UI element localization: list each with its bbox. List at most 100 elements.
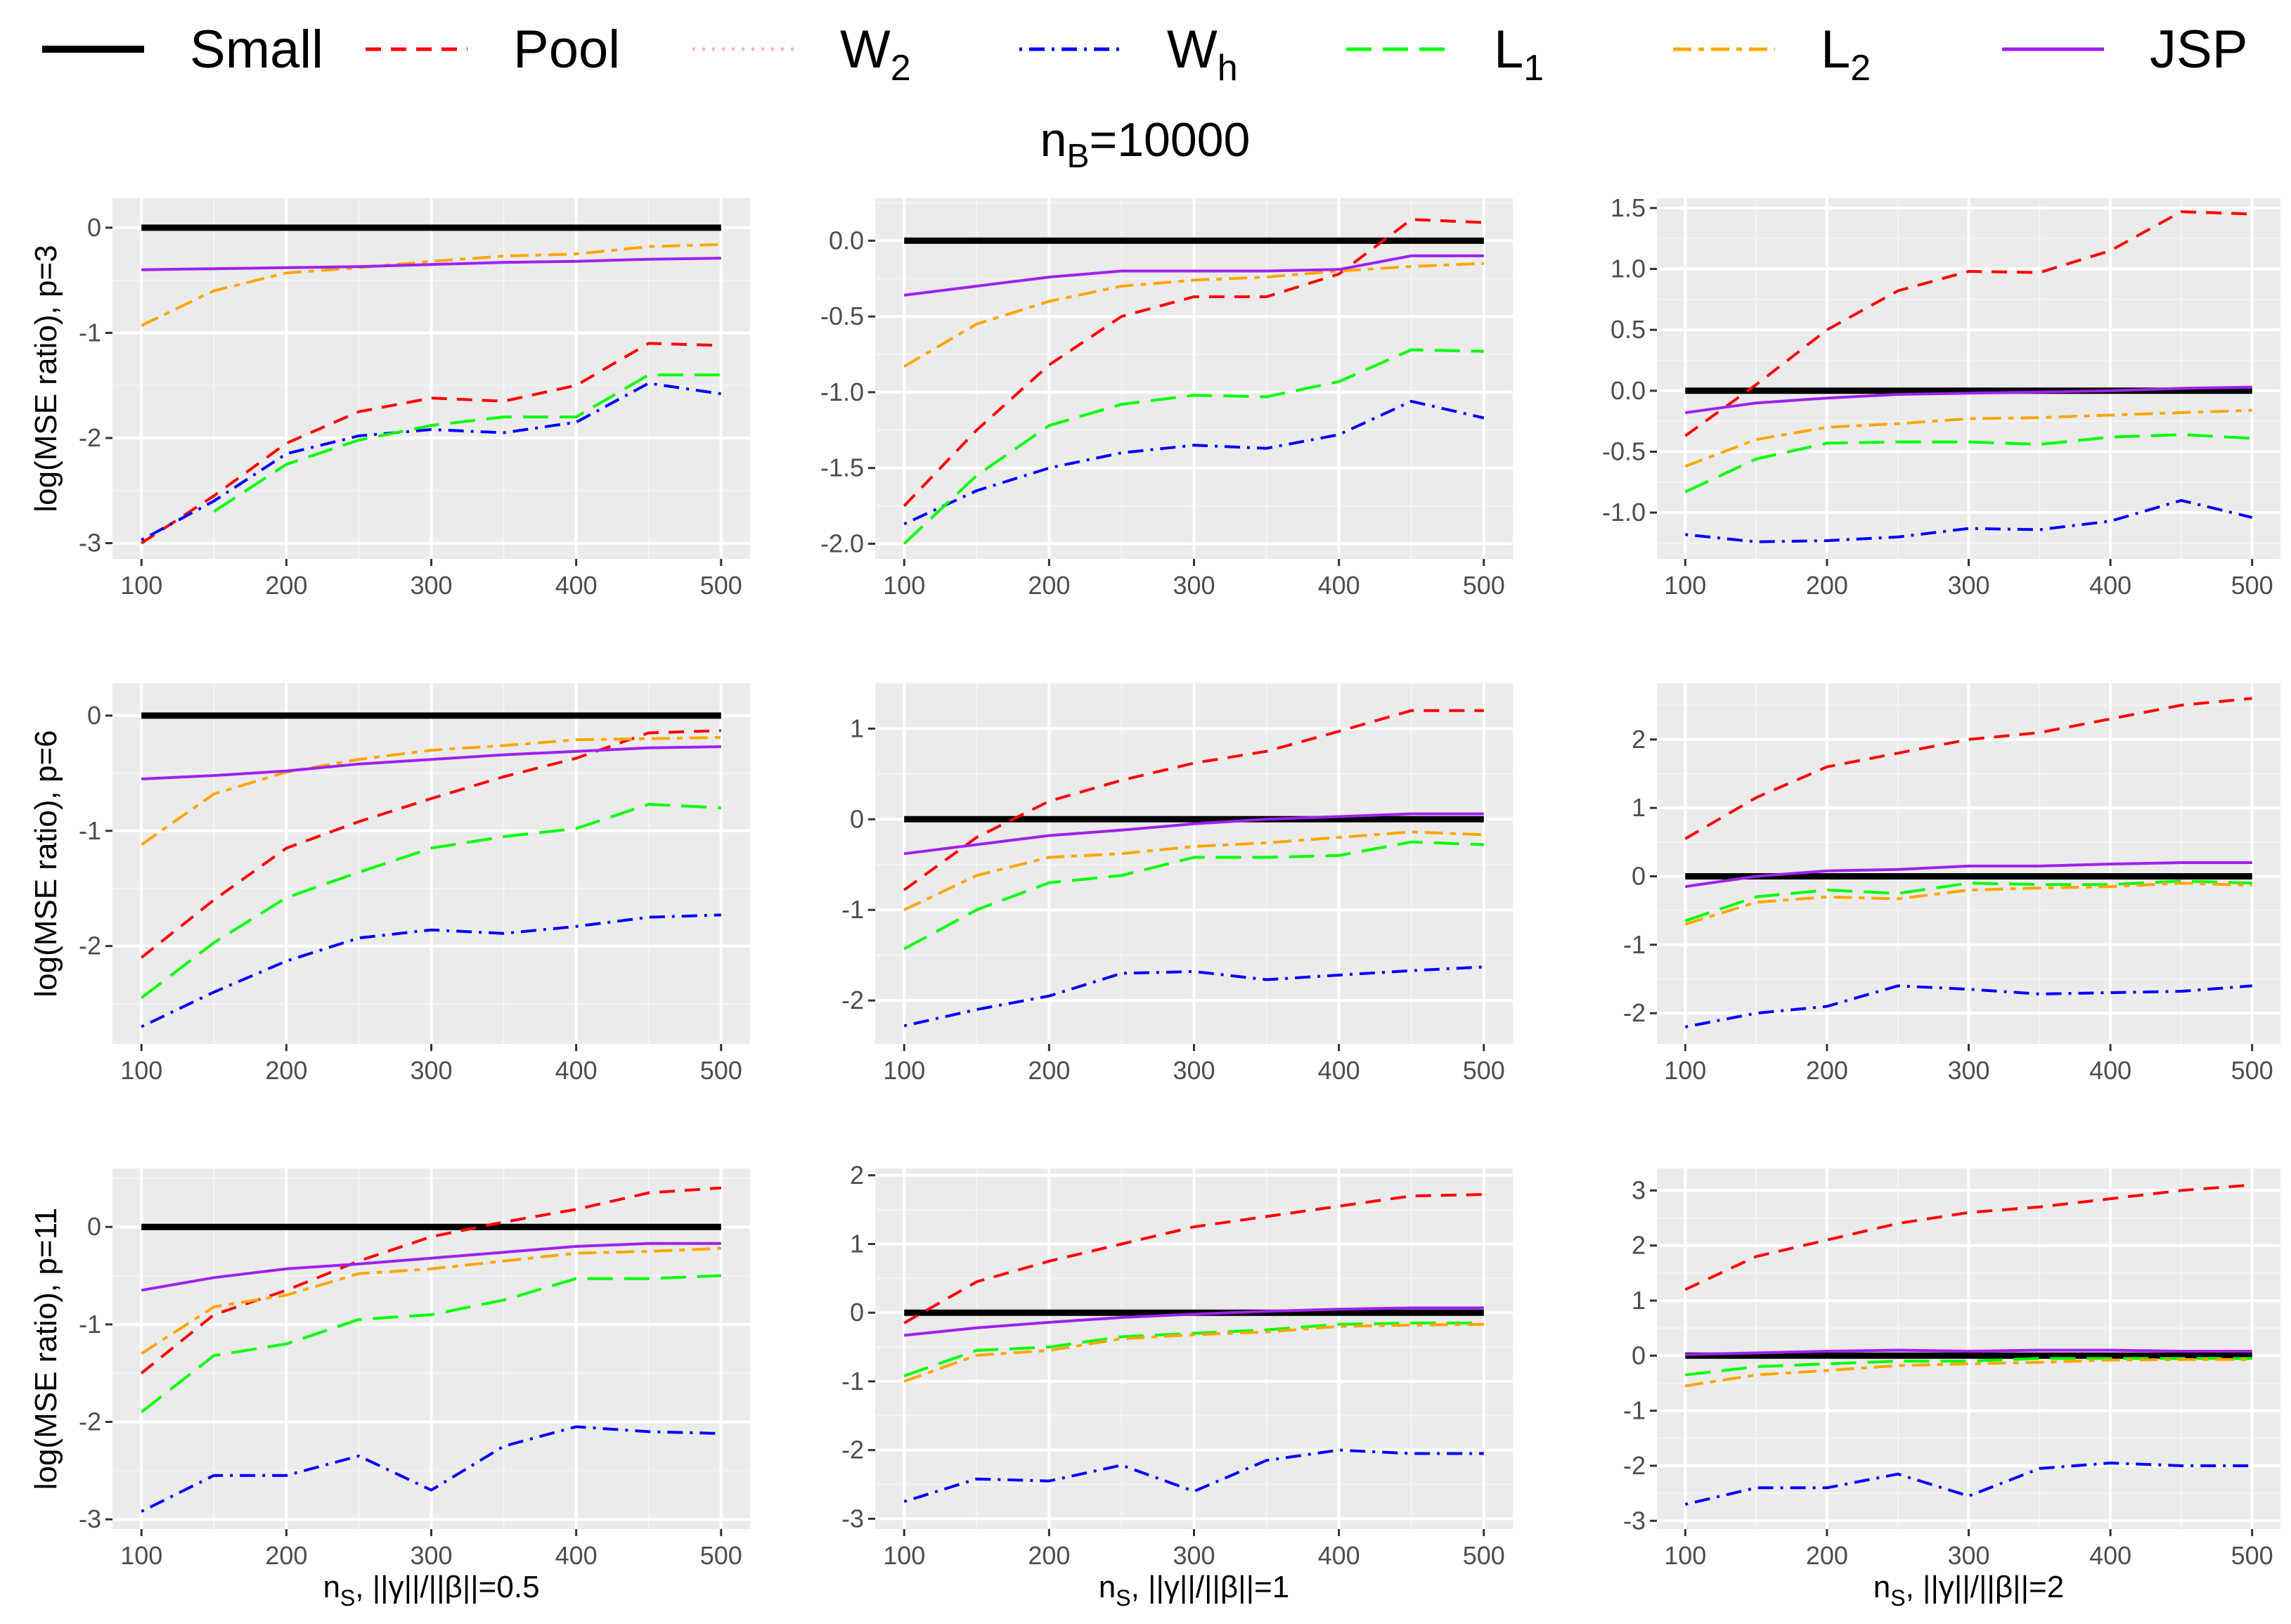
series-line-l1 [140,1274,721,1414]
y-tick-label: -2 [79,423,101,452]
y-tick-label: 0 [1632,1341,1646,1370]
y-axis-title-row-2: log(MSE ratio), p=6 [29,730,63,997]
x-tick-label: 500 [1463,1056,1505,1085]
legend-item-l2: L2 [1673,20,1871,89]
x-tick-label: 400 [2089,571,2131,600]
legend: Small Pool W2 Wh L1 L2 JSP [42,20,2247,89]
legend-label-l2: L2 [1821,20,1871,89]
x-tick-label: 100 [883,1056,925,1085]
legend-label-small: Small [190,20,323,79]
y-tick-label: -2 [841,1436,864,1464]
y-tick-label: -1.0 [820,378,864,406]
y-tick-label: -3 [79,1504,101,1533]
series-line-pool [903,709,1484,891]
x-tick-label: 200 [1028,1056,1070,1085]
y-tick-label: -1.5 [820,453,864,482]
x-tick-label: 500 [2231,1056,2273,1085]
panel-r1-c3: 100 200 300 400 500 1.5 1.0 0.5 0.0 -0.5 -1.0 [1602,193,2280,600]
x-tick-label: 200 [1806,571,1848,600]
y-tick-label: -1 [841,895,864,924]
y-tick-label: 1 [1632,1286,1646,1315]
y-tick-label: 0 [1632,862,1646,891]
legend-item-jsp: JSP [2002,20,2247,79]
panel-r2-c2: 100 200 300 400 500 1 0 -1 -2 [841,683,1513,1085]
x-tick-label: 200 [1028,1541,1070,1570]
y-tick-label: -1 [841,1367,864,1396]
series-line-jsp [1685,861,2252,889]
x-tick-label: 300 [1947,571,1989,600]
series-line-jsp [1685,385,2252,414]
legend-item-pool: Pool [366,20,620,79]
y-tick-label: -1 [79,318,101,347]
legend-label-wh: Wh [1167,20,1238,89]
legend-item-wh: Wh [1019,20,1238,89]
series-line-wh [903,399,1485,526]
y-tick-label: -1 [79,1310,101,1339]
x-tick-label: 400 [1318,1056,1360,1085]
panel-r2-c1: 100 200 300 400 500 0 -1 -2 [79,683,750,1085]
x-tick-label: 400 [2089,1541,2131,1570]
series-line-pool [141,342,721,545]
x-tick-label: 500 [700,571,742,600]
figure-title-main: n [1040,113,1067,167]
series-line-l2 [141,1246,721,1355]
legend-item-l1: L1 [1346,20,1544,89]
series-line-l1 [140,803,721,999]
y-tick-label: 1 [850,1229,864,1258]
series-line-l2 [903,1322,1484,1383]
panel-r3-c1: 100 200 300 400 500 0 -1 -2 -3 [79,1168,750,1570]
x-tick-label: 100 [1664,571,1706,600]
x-tick-label: 100 [120,1056,162,1085]
series-line-wh [141,1425,721,1513]
x-tick-label: 500 [2231,571,2273,600]
x-axis-title-col-1: nS, ||γ||/||β||=0.5 [323,1570,539,1611]
series-line-l1 [1684,433,2252,494]
series-line-pool [140,1186,721,1374]
series-line-wh [1684,984,2252,1029]
x-tick-label: 500 [700,1056,742,1085]
x-tick-label: 100 [120,571,162,600]
x-tick-label: 400 [1318,571,1360,600]
y-tick-label: -1.0 [1602,498,1646,527]
x-tick-label: 400 [2089,1056,2131,1085]
x-tick-label: 300 [410,1056,452,1085]
x-tick-label: 300 [1173,1056,1215,1085]
y-tick-label: -2 [1623,1451,1646,1480]
panel-r2-c3: 100 200 300 400 500 2 1 0 -1 -2 [1623,683,2280,1085]
x-tick-label: 200 [1806,1056,1848,1085]
legend-label-w2: W2 [840,20,911,89]
y-tick-label: -1 [79,816,101,845]
series-line-l1 [1685,1357,2252,1377]
y-tick-label: -2.0 [820,529,864,558]
series-line-l1 [903,348,1484,545]
legend-label-l1: L1 [1494,20,1544,89]
x-tick-label: 300 [1173,1541,1215,1570]
series-line-l2 [903,830,1484,912]
x-tick-label: 300 [1947,1056,1989,1085]
y-tick-label: 2 [1632,725,1646,754]
x-axis-title-col-3: nS, ||γ||/||β||=2 [1873,1570,2064,1611]
y-tick-label: -2 [1623,998,1646,1027]
series-line-jsp [141,1242,721,1292]
x-tick-label: 100 [1664,1056,1706,1085]
y-tick-label: -0.5 [820,302,864,330]
y-tick-label: 3 [1632,1175,1646,1204]
x-tick-label: 300 [410,571,452,600]
series-line-l2 [1684,1358,2252,1388]
y-tick-label: -1 [1623,930,1646,959]
series-line-l1 [903,840,1484,950]
y-tick-label: 0.0 [1611,376,1646,405]
y-tick-label: -3 [79,529,101,558]
panel-r1-c2: 100 200 300 400 500 0.0 -0.5 -1.0 -1.5 -2.0 [820,198,1513,600]
y-tick-label: 0.0 [829,226,864,254]
y-tick-label: 2 [1632,1231,1646,1260]
legend-item-small: Small [42,20,323,79]
x-tick-label: 500 [1463,571,1505,600]
y-tick-label: -0.5 [1602,437,1646,465]
x-tick-label: 200 [1028,571,1070,600]
figure-title: nB=10000 [1040,113,1251,175]
y-tick-label: -1 [1623,1396,1646,1425]
series-line-jsp [141,745,721,780]
